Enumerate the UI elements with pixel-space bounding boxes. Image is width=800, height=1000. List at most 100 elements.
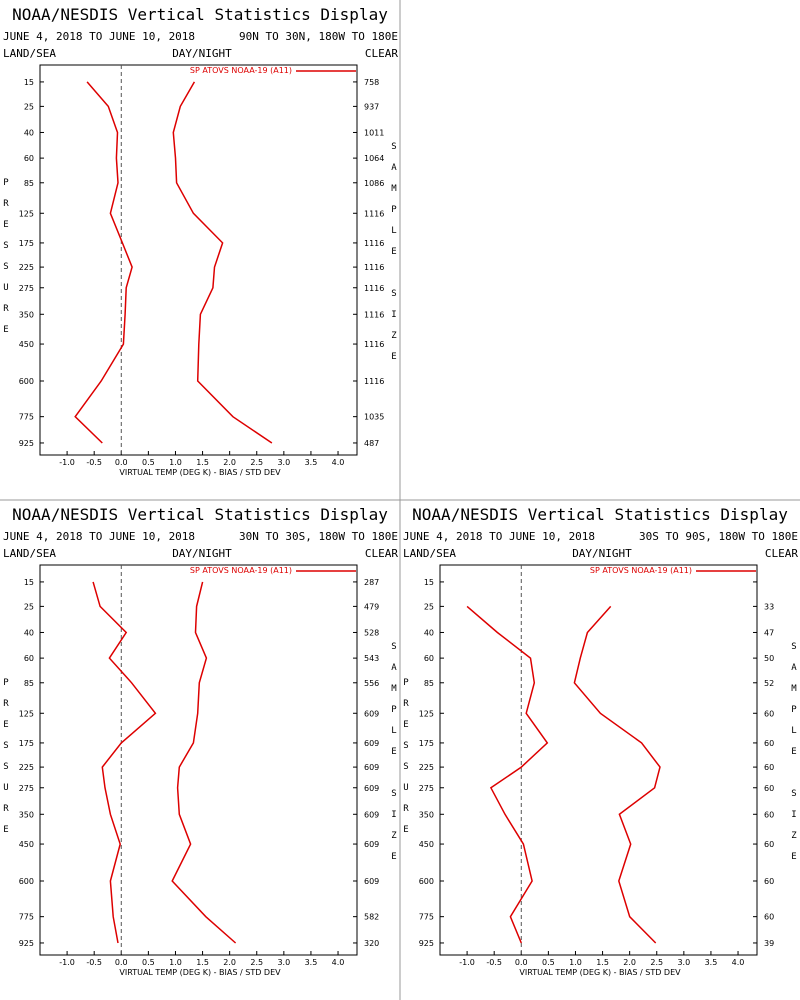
chart-title: NOAA/NESDIS Vertical Statistics Display bbox=[412, 505, 788, 524]
std-dev-line bbox=[573, 605, 661, 944]
sample-size: 60 bbox=[764, 840, 774, 849]
sample-size: 582 bbox=[364, 913, 379, 922]
x-tick-label: 1.5 bbox=[196, 458, 209, 467]
sample-size: 609 bbox=[364, 763, 379, 772]
x-tick-label: 0.0 bbox=[115, 958, 128, 967]
sample-size: 528 bbox=[364, 628, 379, 637]
x-tick-label: 2.5 bbox=[250, 458, 263, 467]
region: 90N TO 30N, 180W TO 180E bbox=[239, 30, 398, 43]
legend-label: SP ATOVS NOAA-19 (A11) bbox=[190, 566, 292, 575]
sample-size: 287 bbox=[364, 578, 379, 587]
sample-size: 609 bbox=[364, 840, 379, 849]
sample-size: 60 bbox=[764, 739, 774, 748]
sample-size: 1011 bbox=[364, 128, 384, 137]
x-tick-label: 2.5 bbox=[250, 958, 263, 967]
x-tick-label: 1.0 bbox=[569, 958, 582, 967]
sample-size: 60 bbox=[764, 784, 774, 793]
x-tick-label: 0.5 bbox=[542, 958, 555, 967]
sample-size: 1116 bbox=[364, 310, 384, 319]
y-tick-label: 60 bbox=[24, 654, 34, 663]
x-tick-label: 1.5 bbox=[196, 958, 209, 967]
sample-size: 1035 bbox=[364, 413, 384, 422]
x-tick-label: -1.0 bbox=[459, 958, 475, 967]
y-tick-label: 25 bbox=[24, 102, 34, 111]
sample-size: 1116 bbox=[364, 239, 384, 248]
date-range: JUNE 4, 2018 TO JUNE 10, 2018 bbox=[3, 530, 195, 543]
y-tick-label: 60 bbox=[424, 654, 434, 663]
sample-size: 758 bbox=[364, 78, 379, 87]
y-tick-label: 600 bbox=[19, 377, 34, 386]
x-tick-label: 3.0 bbox=[277, 958, 290, 967]
y-axis-label: PRESSURE bbox=[401, 678, 411, 846]
y-tick-label: 40 bbox=[424, 628, 434, 637]
x-tick-label: 0.5 bbox=[142, 958, 155, 967]
bias-line bbox=[74, 81, 133, 444]
y-tick-label: 775 bbox=[19, 413, 34, 422]
plot-frame bbox=[39, 564, 358, 956]
y2-axis-label: SAMPLE SIZE bbox=[789, 642, 799, 873]
sample-size: 1086 bbox=[364, 179, 384, 188]
x-tick-label: 4.0 bbox=[332, 958, 345, 967]
x-tick-label: 1.0 bbox=[169, 458, 182, 467]
x-tick-label: 3.0 bbox=[677, 958, 690, 967]
plot-frame bbox=[39, 64, 358, 456]
y-tick-label: 450 bbox=[19, 840, 34, 849]
chart-panel: NOAA/NESDIS Vertical Statistics Display J… bbox=[1, 5, 399, 477]
sample-size: 60 bbox=[764, 763, 774, 772]
y-tick-label: 225 bbox=[19, 763, 34, 772]
x-tick-label: 4.0 bbox=[332, 458, 345, 467]
y-tick-label: 775 bbox=[419, 913, 434, 922]
chart-title: NOAA/NESDIS Vertical Statistics Display bbox=[12, 5, 388, 24]
y-tick-label: 450 bbox=[419, 840, 434, 849]
x-tick-label: -1.0 bbox=[59, 958, 75, 967]
sample-size: 543 bbox=[364, 654, 379, 663]
center-label: DAY/NIGHT bbox=[572, 547, 632, 560]
sample-size: 556 bbox=[364, 679, 379, 688]
x-tick-label: 2.5 bbox=[650, 958, 663, 967]
y-tick-label: 350 bbox=[19, 310, 34, 319]
y-tick-label: 125 bbox=[19, 209, 34, 218]
x-axis-label: VIRTUAL TEMP (DEG K) - BIAS / STD DEV bbox=[119, 968, 281, 977]
sample-size: 320 bbox=[364, 939, 379, 948]
y-tick-label: 15 bbox=[424, 578, 434, 587]
left-label: LAND/SEA bbox=[3, 47, 56, 60]
date-range: JUNE 4, 2018 TO JUNE 10, 2018 bbox=[403, 530, 595, 543]
x-tick-label: -0.5 bbox=[486, 958, 502, 967]
x-tick-label: -0.5 bbox=[86, 458, 102, 467]
y-tick-label: 175 bbox=[19, 739, 34, 748]
y-tick-label: 275 bbox=[419, 784, 434, 793]
x-tick-label: 1.0 bbox=[169, 958, 182, 967]
y-tick-label: 225 bbox=[19, 263, 34, 272]
y-tick-label: 85 bbox=[424, 679, 434, 688]
center-label: DAY/NIGHT bbox=[172, 47, 232, 60]
y-tick-label: 15 bbox=[24, 578, 34, 587]
y-tick-label: 775 bbox=[19, 913, 34, 922]
std-dev-line bbox=[171, 581, 237, 944]
y-axis-label: PRESSURE bbox=[1, 678, 11, 846]
sample-size: 60 bbox=[764, 877, 774, 886]
chart-panel: NOAA/NESDIS Vertical Statistics Display J… bbox=[1, 505, 399, 977]
y-tick-label: 175 bbox=[419, 739, 434, 748]
legend-label: SP ATOVS NOAA-19 (A11) bbox=[590, 566, 692, 575]
x-tick-label: 3.5 bbox=[305, 458, 318, 467]
x-tick-label: 1.5 bbox=[596, 958, 609, 967]
x-tick-label: 2.0 bbox=[223, 458, 236, 467]
x-tick-label: 0.0 bbox=[115, 458, 128, 467]
sample-size: 487 bbox=[364, 439, 379, 448]
right-label: CLEAR bbox=[365, 547, 398, 560]
y-tick-label: 600 bbox=[19, 877, 34, 886]
sample-size: 479 bbox=[364, 602, 379, 611]
y2-axis-label: SAMPLE SIZE bbox=[389, 642, 399, 873]
y-tick-label: 350 bbox=[419, 810, 434, 819]
bias-line bbox=[466, 605, 549, 944]
center-label: DAY/NIGHT bbox=[172, 547, 232, 560]
x-axis-label: VIRTUAL TEMP (DEG K) - BIAS / STD DEV bbox=[119, 468, 281, 477]
x-tick-label: 2.0 bbox=[223, 958, 236, 967]
y-tick-label: 40 bbox=[24, 628, 34, 637]
region: 30S TO 90S, 180W TO 180E bbox=[639, 530, 798, 543]
x-tick-label: 3.5 bbox=[705, 958, 718, 967]
sample-size: 1064 bbox=[364, 154, 384, 163]
sample-size: 609 bbox=[364, 784, 379, 793]
y-tick-label: 25 bbox=[24, 602, 34, 611]
